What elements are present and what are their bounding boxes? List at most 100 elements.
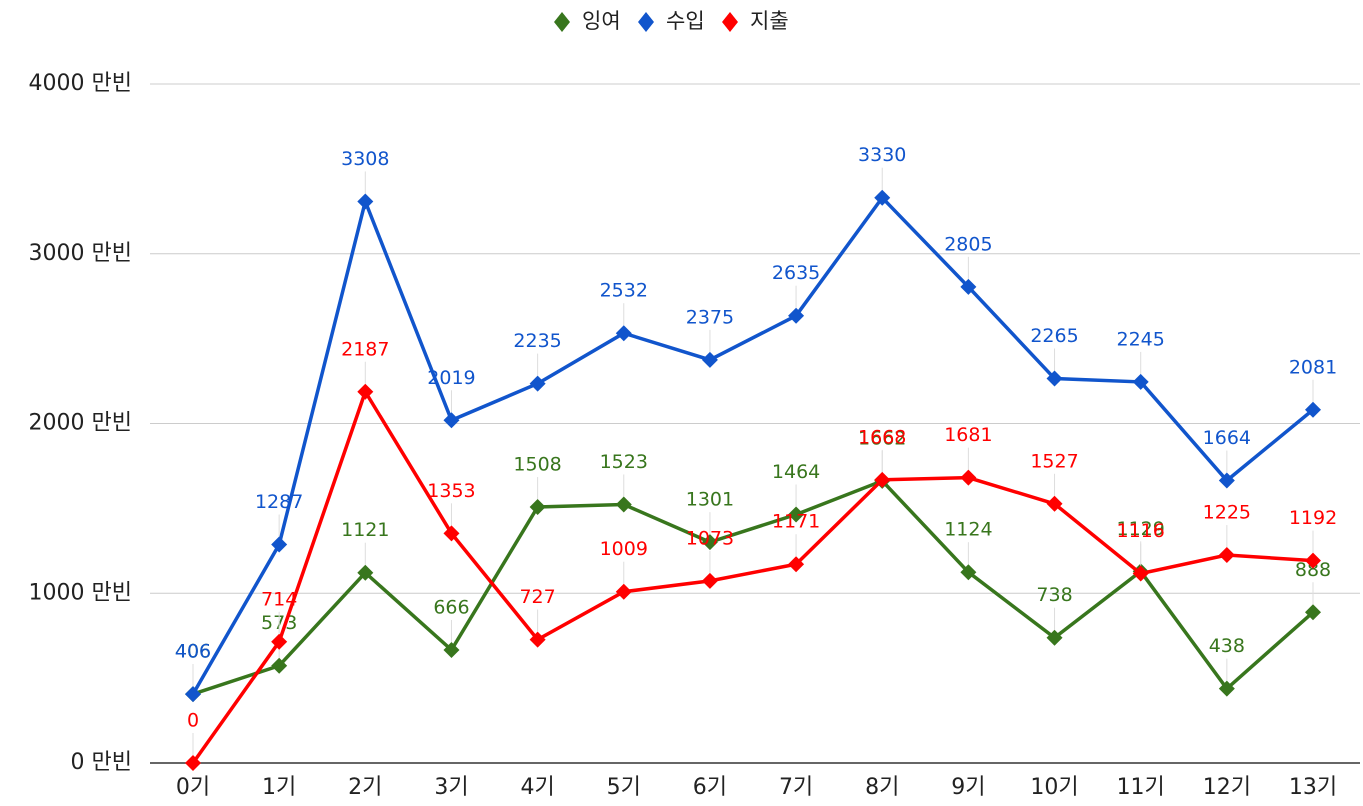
y-tick-label: 2000 만빈: [29, 411, 132, 436]
x-tick-label: 9기: [951, 775, 985, 800]
point: [529, 499, 546, 516]
data-label: 1662: [858, 427, 906, 449]
point: [701, 351, 718, 368]
series-line: [191, 387, 1314, 765]
x-tick-label: 5기: [607, 775, 641, 800]
point: [271, 633, 288, 650]
data-label: 2805: [944, 233, 992, 255]
data-label: 2187: [341, 338, 389, 360]
y-tick-label: 1000 만빈: [29, 580, 132, 605]
point: [357, 564, 374, 581]
point: [1305, 552, 1321, 569]
data-label: 1527: [1030, 450, 1078, 472]
point: [788, 506, 805, 523]
point: [1218, 472, 1235, 489]
x-tick-label: 4기: [520, 775, 554, 800]
data-label: 1129: [1117, 518, 1165, 540]
point: [1218, 680, 1235, 697]
point: [271, 536, 288, 553]
point: [1305, 604, 1321, 621]
data-label: 2019: [427, 367, 475, 389]
data-label: 2532: [600, 280, 648, 302]
data-label: 438: [1209, 635, 1245, 657]
x-tick-label: 0기: [176, 775, 210, 800]
data-label: 714: [261, 588, 297, 610]
data-label: 1681: [944, 424, 992, 446]
point: [443, 525, 460, 542]
point: [960, 278, 977, 295]
x-tick-label: 10기: [1030, 775, 1078, 800]
point: [1046, 629, 1063, 646]
legend-label: 지출: [750, 9, 789, 33]
series-line: [192, 478, 1315, 696]
point: [960, 469, 977, 486]
y-tick-label: 4000 만빈: [29, 71, 132, 96]
x-tick-label: 6기: [693, 775, 727, 800]
data-label: 2375: [686, 306, 734, 328]
series-line: [191, 195, 1315, 695]
x-tick-label: 13기: [1289, 775, 1337, 800]
point: [960, 564, 977, 581]
point: [1046, 495, 1063, 512]
point: [1132, 373, 1149, 390]
legend-marker: [554, 12, 570, 32]
point: [615, 496, 632, 513]
point: [788, 556, 805, 573]
data-label: 1668: [858, 426, 906, 448]
point: [529, 375, 546, 392]
point: [615, 583, 632, 600]
point: [443, 641, 460, 658]
data-label: 3308: [341, 148, 389, 170]
x-tick-label: 12기: [1203, 775, 1251, 800]
point: [1132, 565, 1149, 582]
legend-label: 수입: [666, 9, 705, 33]
data-label: 2235: [513, 330, 561, 352]
point: [701, 572, 718, 589]
data-label: 2081: [1289, 356, 1337, 378]
x-tick-label: 2기: [348, 775, 382, 800]
data-label: 406: [175, 641, 211, 663]
data-label: 1171: [772, 511, 820, 533]
data-label: 1508: [513, 454, 561, 476]
data-label: 1073: [686, 527, 734, 549]
point: [443, 412, 460, 429]
data-label: 1121: [341, 519, 389, 541]
point: [874, 189, 891, 206]
point: [357, 383, 374, 400]
point: [615, 325, 632, 342]
point: [529, 631, 546, 648]
x-tick-label: 7기: [779, 775, 813, 800]
x-tick-label: 3기: [434, 775, 468, 800]
data-label: 1124: [944, 519, 992, 541]
point: [185, 686, 201, 703]
point: [1046, 370, 1063, 387]
point: [357, 193, 374, 210]
point: [271, 657, 288, 674]
data-label: 738: [1036, 584, 1072, 606]
data-label: 0: [187, 710, 199, 732]
point: [788, 307, 805, 324]
legend-marker: [638, 12, 654, 32]
data-label: 1287: [255, 491, 303, 513]
data-label: 1009: [600, 538, 648, 560]
y-tick-label: 0 만빈: [71, 750, 132, 775]
data-label: 1301: [686, 489, 734, 511]
data-label: 2265: [1030, 325, 1078, 347]
point: [1305, 401, 1321, 418]
point: [185, 755, 201, 771]
y-tick-label: 3000 만빈: [29, 241, 132, 266]
point: [701, 534, 718, 551]
x-tick-label: 8기: [865, 775, 899, 800]
data-label: 1523: [600, 451, 648, 473]
data-label: 1464: [772, 461, 820, 483]
data-label: 2635: [772, 262, 820, 284]
data-label: 1353: [427, 480, 475, 502]
data-label: 888: [1295, 559, 1331, 581]
legend-label: 잉여: [582, 9, 621, 33]
data-label: 1116: [1117, 520, 1165, 542]
data-label: 666: [433, 596, 469, 618]
legend-marker: [722, 12, 738, 32]
point: [1218, 547, 1235, 564]
x-tick-label: 11기: [1117, 775, 1165, 800]
